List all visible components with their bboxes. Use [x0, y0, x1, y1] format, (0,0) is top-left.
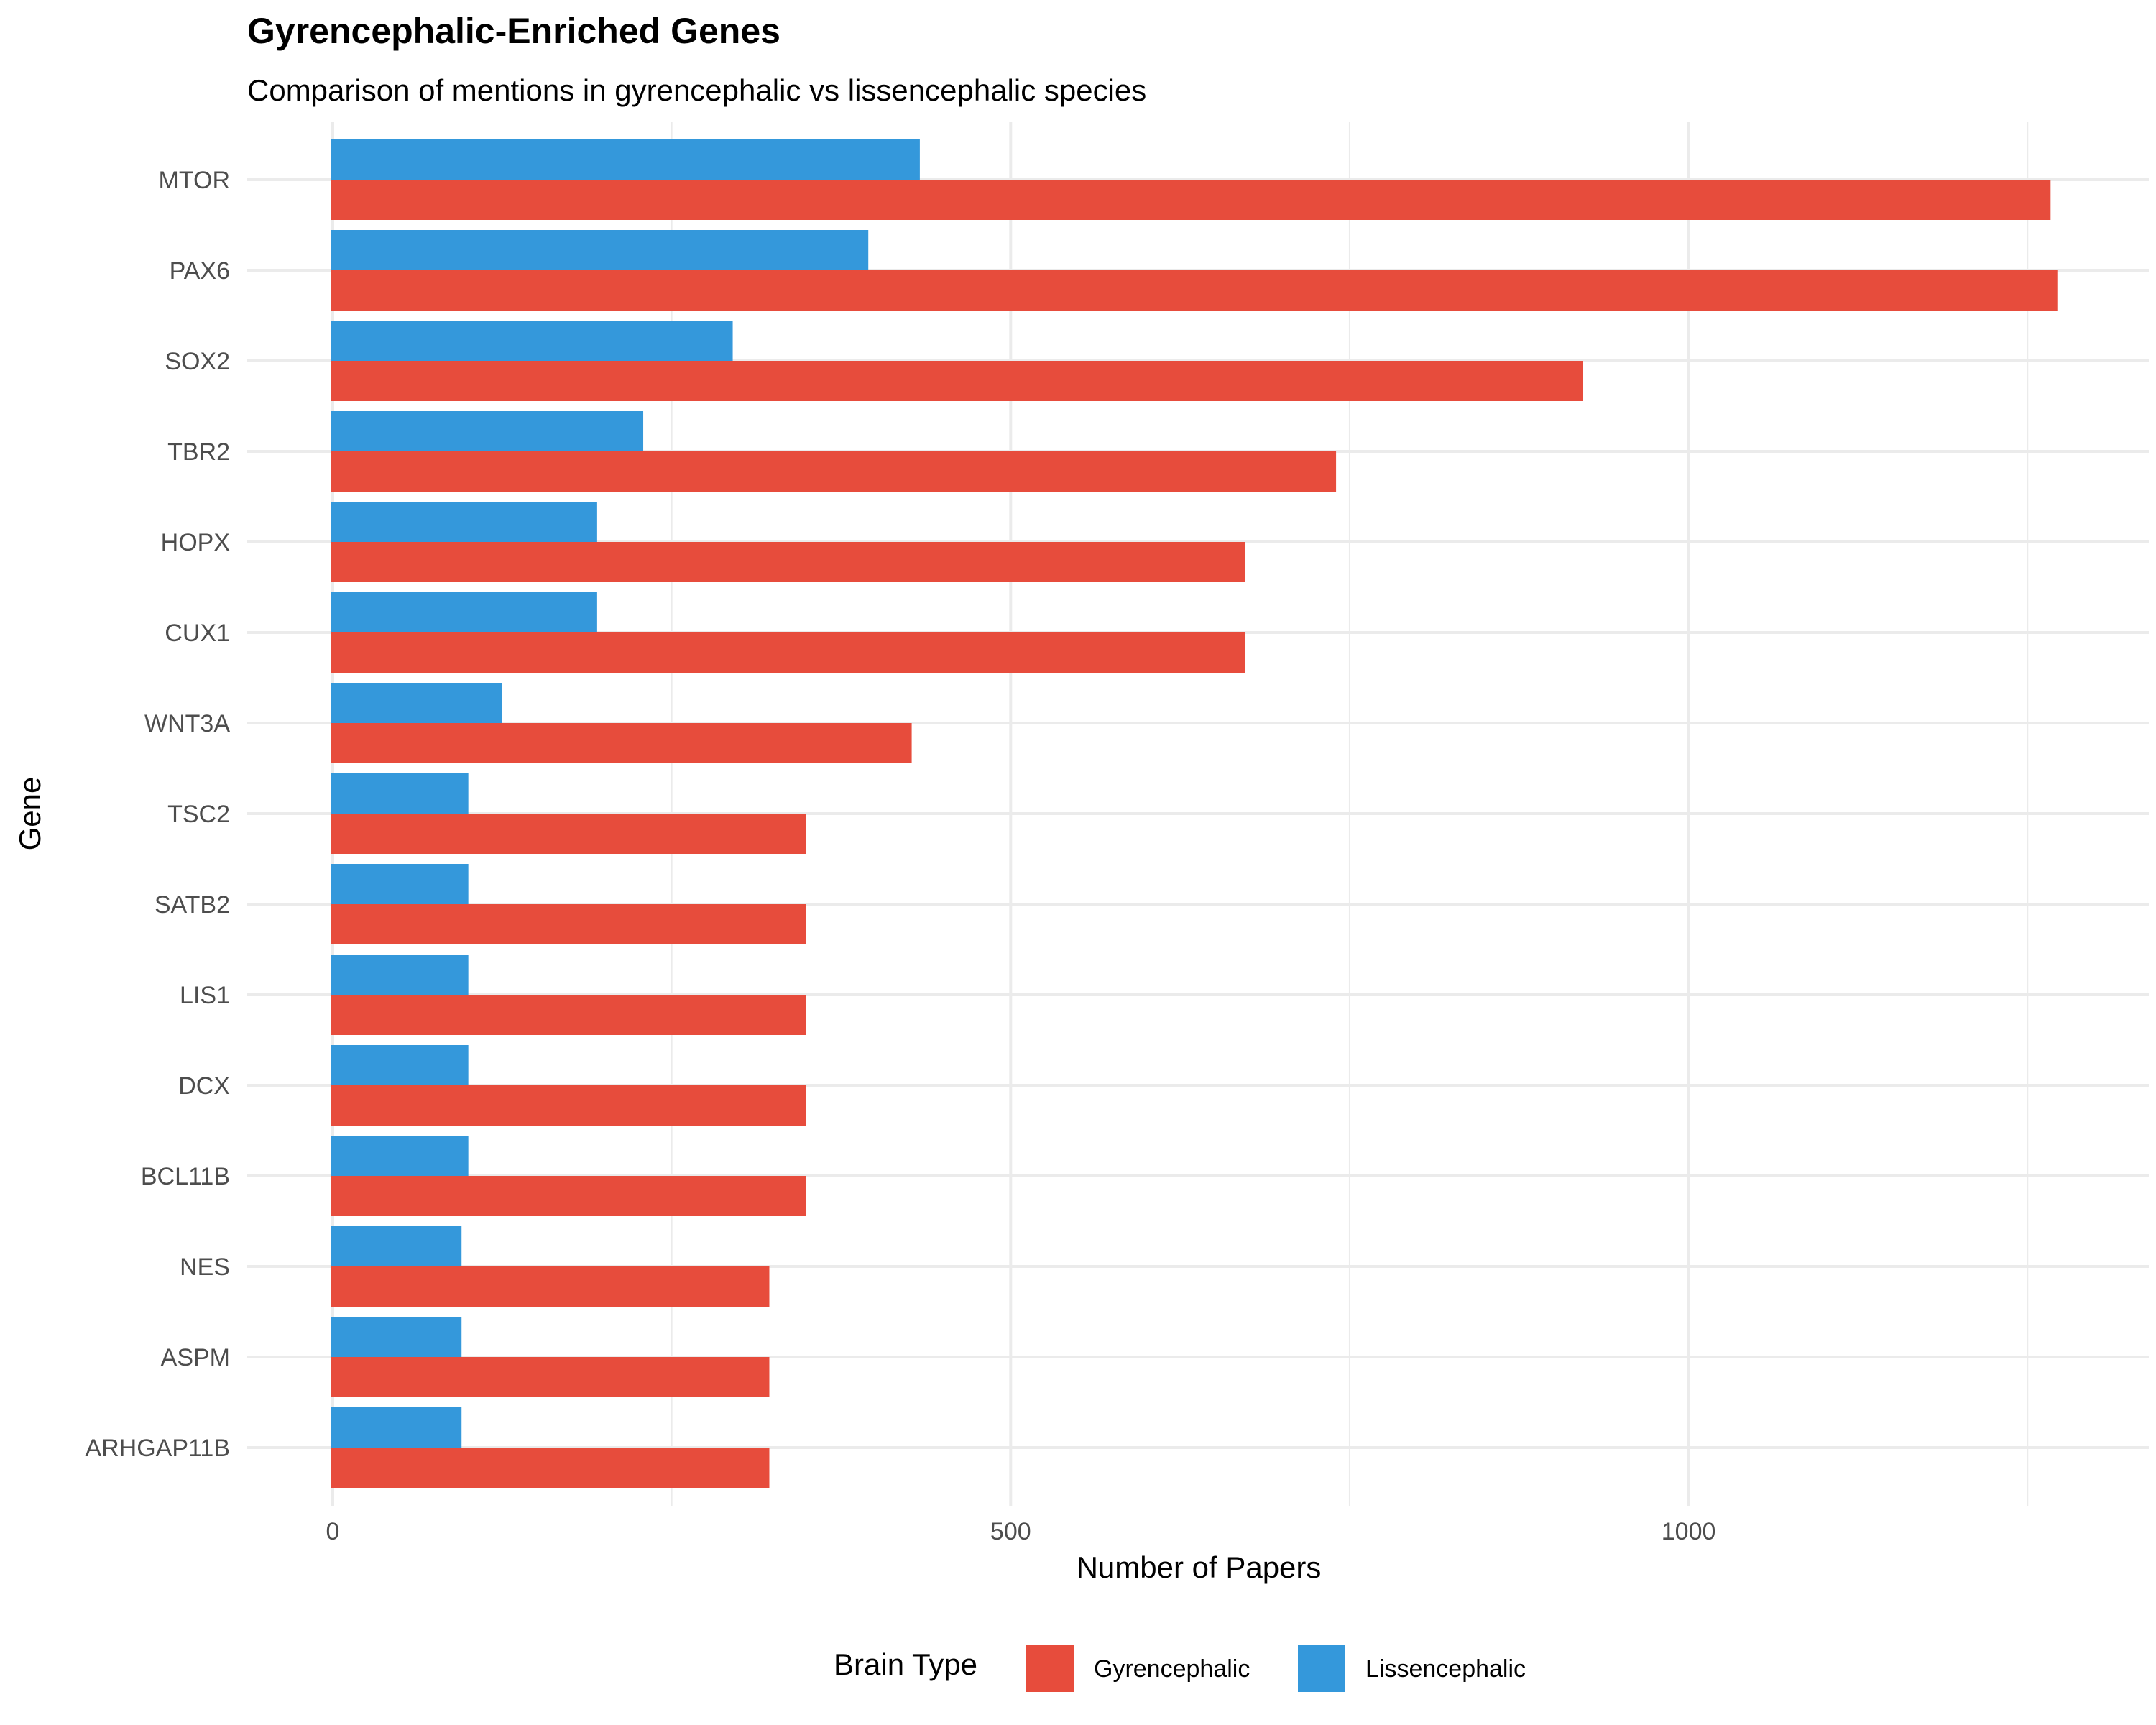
- bar-lissencephalic-satb2: [331, 864, 469, 904]
- legend-label-gyrencephalic: Gyrencephalic: [1094, 1655, 1250, 1683]
- bar-lissencephalic-cux1: [331, 592, 597, 632]
- bar-gyrencephalic-aspm: [331, 1357, 770, 1397]
- legend-key-gyrencephalic: [1026, 1644, 1074, 1692]
- y-tick-label-nes: NES: [180, 1254, 230, 1281]
- legend-key-lissencephalic: [1298, 1644, 1345, 1692]
- bar-lissencephalic-sox2: [331, 321, 733, 361]
- y-tick-label-bcl11b: BCL11B: [141, 1163, 230, 1190]
- y-tick-label-aspm: ASPM: [161, 1344, 230, 1371]
- y-tick-label-sox2: SOX2: [165, 348, 230, 375]
- y-tick-label-hopx: HOPX: [161, 529, 230, 556]
- bar-lissencephalic-hopx: [331, 502, 597, 542]
- bar-gyrencephalic-bcl11b: [331, 1176, 806, 1216]
- bar-gyrencephalic-lis1: [331, 995, 806, 1035]
- bar-lissencephalic-pax6: [331, 230, 869, 270]
- y-tick-label-lis1: LIS1: [180, 982, 230, 1009]
- x-axis-title: Number of Papers: [1077, 1550, 1322, 1584]
- y-tick-label-pax6: PAX6: [170, 257, 230, 285]
- bar-lissencephalic-mtor: [331, 139, 920, 180]
- x-tick-label-2: 1000: [1662, 1518, 1716, 1545]
- bar-lissencephalic-lis1: [331, 954, 469, 995]
- chart-subtitle: Comparison of mentions in gyrencephalic …: [247, 73, 1146, 107]
- bar-gyrencephalic-cux1: [331, 632, 1245, 673]
- y-tick-label-tbr2: TBR2: [167, 438, 230, 466]
- y-tick-label-dcx: DCX: [178, 1072, 230, 1100]
- y-tick-label-wnt3a: WNT3A: [144, 710, 230, 737]
- bar-lissencephalic-tbr2: [331, 411, 644, 451]
- bar-lissencephalic-arhgap11b: [331, 1407, 462, 1448]
- legend: Brain Type Gyrencephalic Lissencephalic: [834, 1644, 1526, 1692]
- bar-gyrencephalic-wnt3a: [331, 723, 912, 763]
- bar-lissencephalic-aspm: [331, 1317, 462, 1357]
- bar-gyrencephalic-tbr2: [331, 451, 1337, 492]
- y-tick-label-tsc2: TSC2: [167, 801, 230, 828]
- legend-title: Brain Type: [834, 1647, 977, 1681]
- bar-gyrencephalic-arhgap11b: [331, 1448, 770, 1488]
- y-axis-title: Gene: [13, 777, 47, 851]
- legend-label-lissencephalic: Lissencephalic: [1365, 1655, 1526, 1683]
- bar-lissencephalic-bcl11b: [331, 1136, 469, 1176]
- bar-lissencephalic-wnt3a: [331, 683, 502, 723]
- bar-gyrencephalic-nes: [331, 1266, 770, 1307]
- x-tick-label-1: 500: [990, 1518, 1031, 1545]
- x-tick-label-0: 0: [326, 1518, 340, 1545]
- bar-lissencephalic-tsc2: [331, 773, 469, 814]
- y-tick-label-satb2: SATB2: [155, 891, 230, 919]
- chart-title: Gyrencephalic-Enriched Genes: [247, 11, 780, 51]
- y-tick-label-mtor: MTOR: [159, 167, 230, 194]
- bar-gyrencephalic-sox2: [331, 361, 1583, 401]
- y-tick-label-cux1: CUX1: [165, 620, 230, 647]
- bar-gyrencephalic-tsc2: [331, 814, 806, 854]
- plot-panel: 0 500 1000 MTOR PAX6 SOX2 TBR2 HOPX CUX1 WNT3A TSC…: [85, 122, 2149, 1545]
- bar-lissencephalic-nes: [331, 1226, 462, 1266]
- bar-lissencephalic-dcx: [331, 1045, 469, 1085]
- bar-gyrencephalic-satb2: [331, 904, 806, 944]
- bar-gyrencephalic-mtor: [331, 180, 2051, 220]
- y-tick-label-arhgap11b: ARHGAP11B: [85, 1435, 230, 1462]
- bar-gyrencephalic-pax6: [331, 270, 2058, 310]
- bar-gyrencephalic-dcx: [331, 1085, 806, 1126]
- bar-gyrencephalic-hopx: [331, 542, 1245, 582]
